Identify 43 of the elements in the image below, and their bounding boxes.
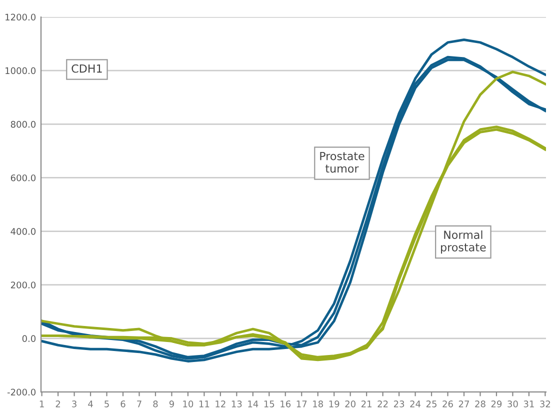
- x-tick-label: 10: [183, 400, 194, 408]
- x-tick-label: 16: [280, 400, 291, 408]
- x-tick-label: 24: [410, 400, 421, 408]
- y-tick-label: 600.0: [10, 174, 36, 182]
- x-tick-label: 30: [508, 400, 518, 408]
- annotation: Prostate tumor: [320, 152, 364, 173]
- x-tick-label: 9: [169, 400, 174, 408]
- y-tick-label: 1200.0: [6, 14, 36, 21]
- y-tick-label: 400.0: [10, 228, 36, 235]
- x-tick-label: 23: [394, 400, 404, 408]
- y-tick-label: 1000.0: [6, 67, 36, 74]
- y-tick-label: 200.0: [10, 282, 36, 288]
- x-tick-label: 11: [199, 400, 210, 408]
- x-tick-label: 21: [361, 400, 372, 408]
- x-tick-label: 5: [104, 400, 109, 408]
- x-tick-label: 32: [540, 400, 550, 408]
- x-tick-label: 12: [216, 400, 226, 408]
- x-tick-label: 1: [40, 400, 44, 408]
- x-tick-label: 8: [153, 400, 158, 408]
- x-tick-label: 13: [232, 400, 242, 408]
- y-tick-label: -200.0: [7, 388, 36, 396]
- x-tick-label: 25: [426, 400, 436, 408]
- x-tick-label: 28: [475, 400, 486, 408]
- annotation: Normal prostate: [441, 230, 486, 254]
- x-tick-label: 29: [491, 400, 502, 408]
- x-tick-label: 15: [264, 400, 274, 408]
- y-tick-label: 800.0: [10, 120, 36, 128]
- x-tick-label: 3: [72, 400, 76, 408]
- x-tick-label: 17: [296, 400, 307, 408]
- x-tick-label: 26: [442, 400, 453, 408]
- x-tick-label: 6: [120, 400, 126, 408]
- x-tick-label: 22: [378, 400, 388, 408]
- x-tick-label: 19: [329, 400, 340, 408]
- x-tick-label: 18: [313, 400, 323, 408]
- x-tick-label: 2: [56, 400, 60, 408]
- x-tick-label: 27: [458, 400, 469, 408]
- annotation: CDH1: [72, 64, 102, 73]
- x-tick-label: 14: [248, 400, 258, 408]
- x-tick-label: 7: [137, 400, 142, 408]
- x-tick-label: 20: [345, 400, 356, 408]
- y-tick-label: 0.0: [22, 335, 36, 342]
- x-tick-label: 31: [524, 400, 534, 408]
- x-tick-label: 4: [88, 400, 93, 408]
